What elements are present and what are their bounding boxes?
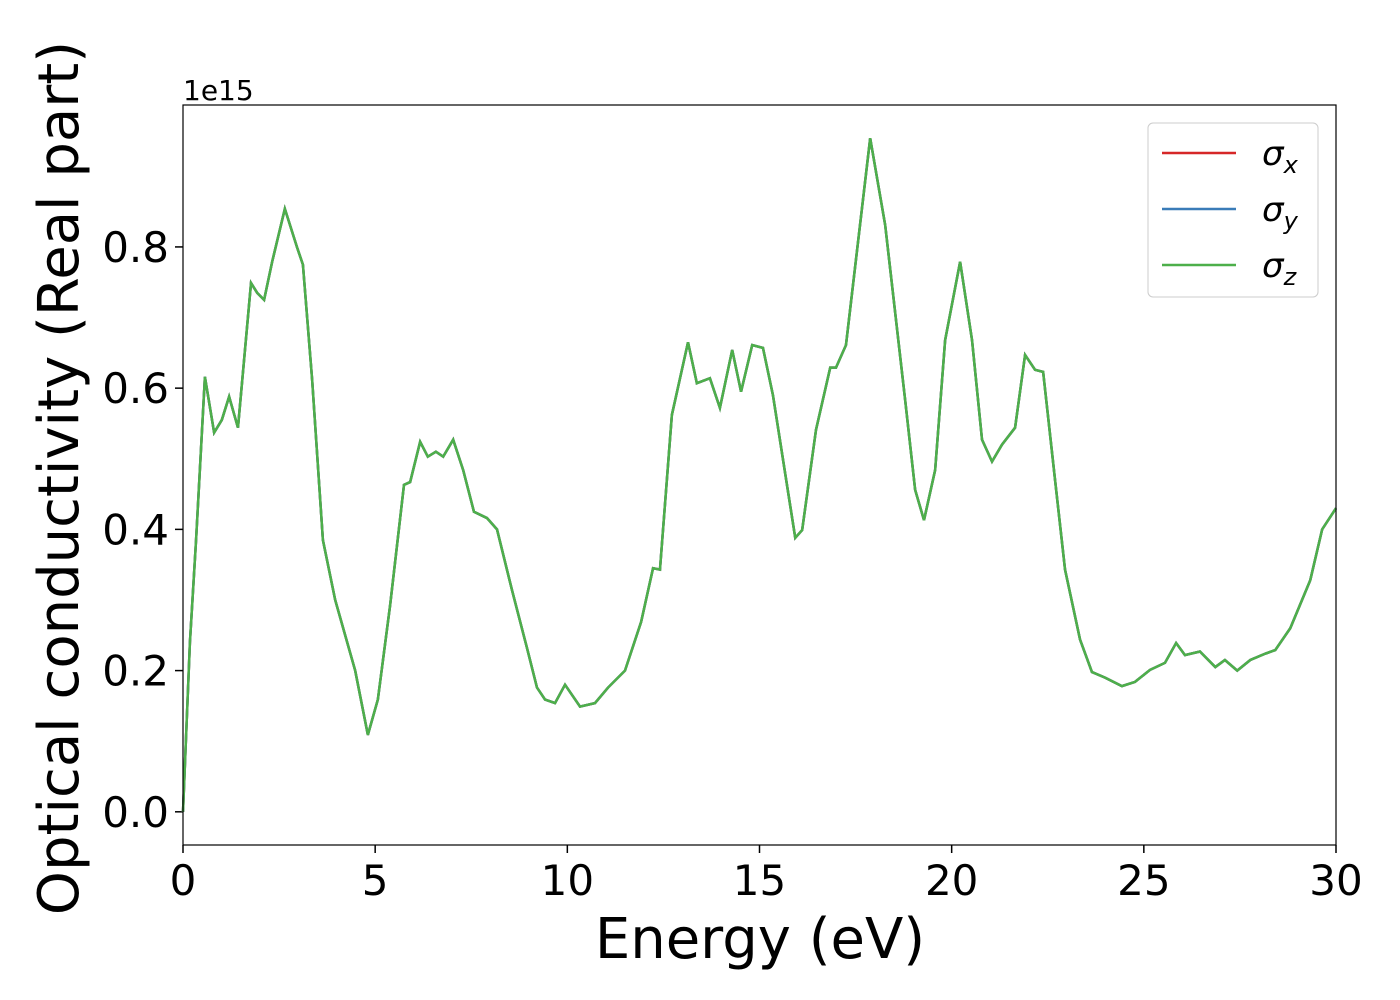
y-tick-label: 0.2 — [102, 647, 169, 696]
x-tick-label: 10 — [541, 856, 594, 905]
x-axis-label: Energy (eV) — [595, 907, 925, 972]
x-tick-label: 20 — [925, 856, 978, 905]
legend-label: σy — [1262, 190, 1299, 235]
y-axis-label: Optical conductivity (Real part) — [27, 41, 92, 915]
x-tick-label: 30 — [1309, 856, 1362, 905]
x-tick-label: 15 — [733, 856, 786, 905]
y-tick-label: 0.6 — [102, 364, 169, 413]
y-tick-label: 0.8 — [102, 223, 169, 272]
line-series — [181, 137, 1338, 812]
legend-label: σx — [1262, 134, 1299, 179]
y-tick-label: 0.0 — [102, 788, 169, 837]
legend-label: σz — [1262, 246, 1298, 291]
x-tick-label: 0 — [170, 856, 197, 905]
x-tick-label: 5 — [362, 856, 389, 905]
plot-frame — [182, 104, 1337, 846]
y-tick-label: 0.4 — [102, 505, 169, 554]
y-offset-label: 1e15 — [183, 74, 254, 107]
x-tick-label: 25 — [1117, 856, 1170, 905]
